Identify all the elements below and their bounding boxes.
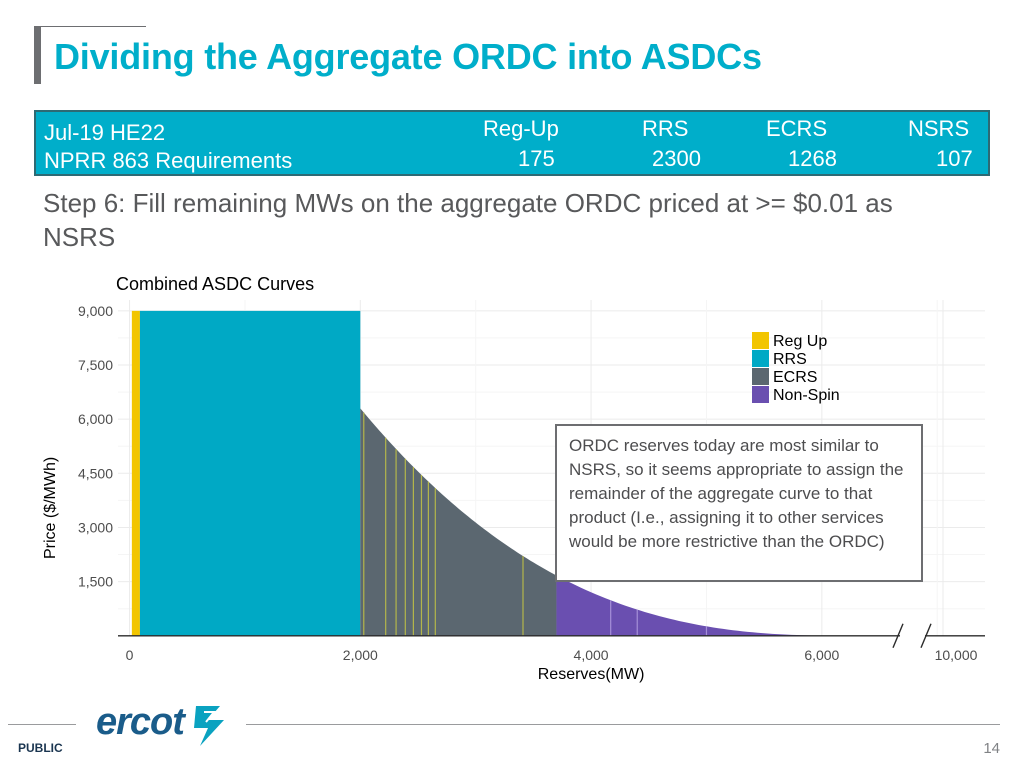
- footer-line-right: [246, 724, 1000, 725]
- x-tick-label-break: 10,000: [935, 647, 978, 663]
- ercot-logo: ercot: [96, 701, 185, 743]
- classification-label: PUBLIC: [18, 741, 63, 755]
- legend-swatch-ecrs: [752, 368, 769, 385]
- product-value-rrs: 2300: [652, 146, 701, 171]
- requirements-banner: Jul-19 HE22 NPRR 863 Requirements Reg-Up…: [34, 110, 990, 176]
- product-value-reg-up: 175: [518, 146, 555, 171]
- legend-label: Reg Up: [773, 333, 827, 350]
- product-name-ecrs: ECRS: [766, 116, 828, 141]
- axis-break-mark: [920, 623, 932, 649]
- product-name-nsrs: NSRS: [908, 116, 970, 141]
- area-ecrs: [360, 408, 557, 636]
- y-tick-label: 1,500: [78, 574, 113, 590]
- area-reg-up: [131, 310, 140, 636]
- legend-label: RRS: [773, 351, 807, 368]
- y-tick-label: 4,500: [78, 465, 113, 481]
- x-tick-label: 4,000: [574, 647, 609, 663]
- combined-asdc-chart: Combined ASDC Curves 1,500 3,000 4,500 6,00…: [42, 274, 985, 683]
- product-name-reg-up: Reg-Up: [483, 116, 559, 141]
- y-tick-label: 6,000: [78, 411, 113, 427]
- title-accent-line: [34, 26, 146, 27]
- title-accent-bar: [34, 26, 41, 84]
- y-tick-label: 7,500: [78, 357, 113, 373]
- y-tick-label: 9,000: [78, 303, 113, 319]
- chart-title: Combined ASDC Curves: [116, 274, 314, 294]
- axis-break-mark: [892, 623, 904, 649]
- legend-swatch-non-spin: [752, 386, 769, 403]
- legend-label: Non-Spin: [773, 387, 840, 404]
- legend-swatch-reg-up: [752, 332, 769, 349]
- area-non-spin: [556, 575, 851, 636]
- product-value-nsrs: 107: [936, 146, 973, 171]
- area-rrs: [139, 310, 361, 636]
- ercot-lightning-icon: [194, 706, 224, 746]
- slide-title: Dividing the Aggregate ORDC into ASDCs: [54, 36, 762, 77]
- product-value-ecrs: 1268: [788, 146, 837, 171]
- step-description: Step 6: Fill remaining MWs on the aggreg…: [43, 188, 893, 252]
- requirements-label: NPRR 863 Requirements: [44, 148, 293, 173]
- x-axis-label: Reserves(MW): [538, 666, 645, 683]
- ordc-callout: ORDC reserves today are most similar to …: [555, 424, 923, 582]
- x-tick-label: 0: [126, 647, 134, 663]
- page-number: 14: [983, 740, 1000, 757]
- x-tick-label: 2,000: [343, 647, 378, 663]
- x-tick-label: 6,000: [804, 647, 839, 663]
- product-name-rrs: RRS: [642, 116, 689, 141]
- legend-swatch-rrs: [752, 350, 769, 367]
- footer-line-left: [8, 724, 76, 725]
- requirements-period: Jul-19 HE22: [44, 120, 166, 145]
- y-tick-label: 3,000: [78, 519, 113, 535]
- y-axis-label: Price ($/MWh): [42, 457, 59, 559]
- legend-label: ECRS: [773, 369, 817, 386]
